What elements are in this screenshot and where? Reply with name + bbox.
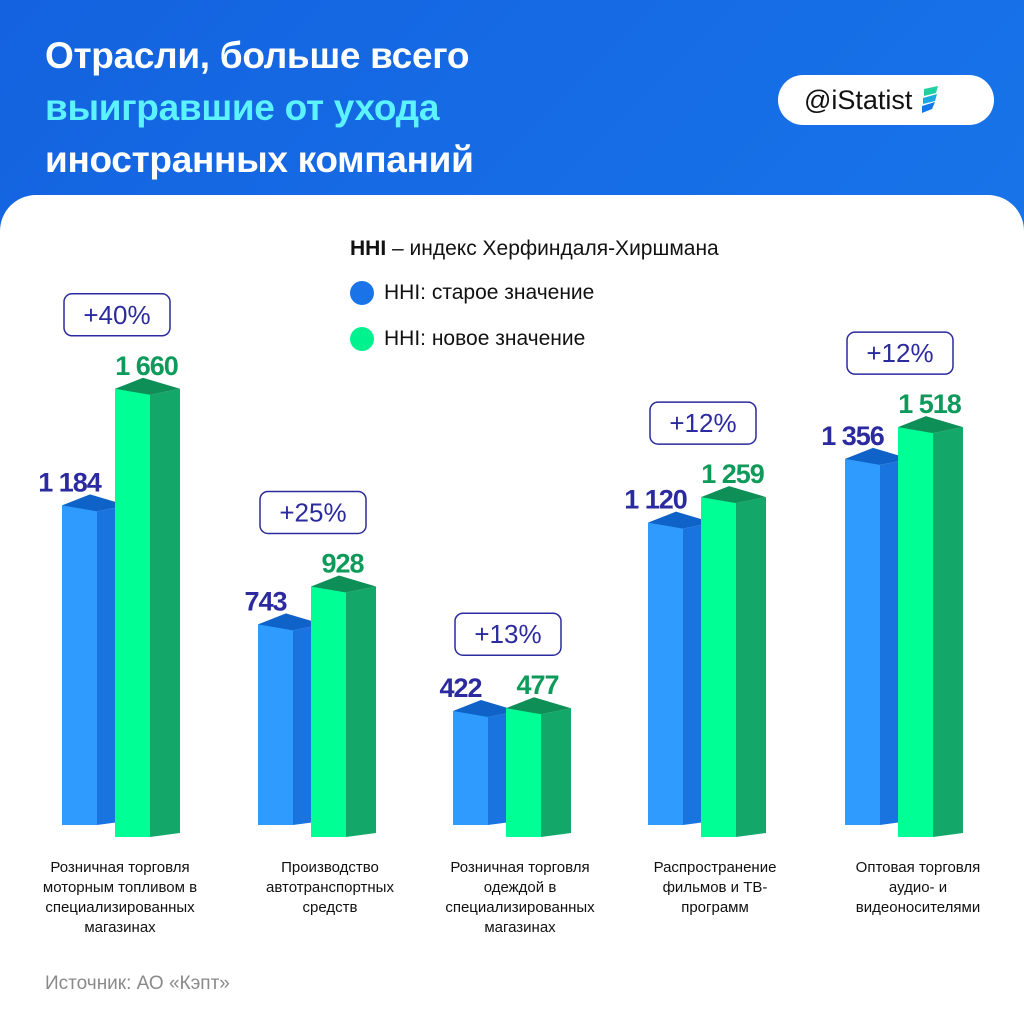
bar-group: 1 184 1 660 +40% [38,293,180,837]
change-label: +40% [83,300,150,330]
value-label: 743 [244,586,287,616]
change-label: +25% [279,497,346,527]
value-label: 477 [516,670,558,700]
value-label: 928 [321,548,364,578]
change-badge [846,331,954,375]
bar-top [845,447,910,465]
bar-front [506,708,541,837]
legend-item-old: HHI: старое значение [350,278,719,308]
bar-front [453,711,488,825]
feather-logo-icon [922,86,939,113]
title-line-3: иностранных компаний [45,139,474,180]
bar-top [648,511,713,529]
change-badge [649,401,757,445]
bar-top [898,416,963,434]
bar-group: 1 356 1 518 +12% [821,331,963,837]
legend-label-old: HHI: старое значение [384,281,595,304]
bar-front [701,497,736,837]
bar-top [115,377,180,395]
bar-top [258,613,323,631]
bar-top [453,700,518,718]
bar-top [62,494,127,512]
bar-top [311,575,376,593]
value-label: 1 184 [38,467,102,497]
legend-definition-text: – индекс Херфиндаля-Хиршмана [386,237,719,260]
bar-front [648,522,683,825]
legend-abbr: HHI [350,237,387,260]
value-label: 422 [439,673,481,703]
change-badge [63,293,171,337]
bar-front [845,458,880,825]
value-label: 1 356 [821,421,885,451]
bar-front [115,388,150,837]
page-title: Отрасли, больше всего выигравшие от уход… [45,30,474,186]
bar-new [898,416,963,837]
bar-side [736,497,766,837]
bar-new [311,575,376,837]
change-badge [259,490,367,535]
category-label: Распространение фильмов и ТВ-программ [653,859,777,916]
bar-front [258,624,293,825]
bar-front [62,505,97,825]
category-label: Розничная торговля моторным топливом в с… [42,859,198,936]
category-label: Розничная торговля одеждой в специализир… [445,859,595,936]
legend-label-new: HHI: новое значение [384,327,586,350]
legend-definition: HHI – индекс Херфиндаля-Хиршмана [350,234,719,264]
istatist-logo: @iStatist [778,75,994,125]
bar-group: 743 928 +25% [244,490,376,837]
bar-new [115,377,180,837]
bar-side [541,708,571,837]
change-label: +12% [866,338,933,368]
bar-new [701,486,766,837]
legend-item-new: HHI: новое значение [350,324,719,354]
logo-text: @iStatist [804,84,913,115]
bar-top [506,697,571,715]
change-badge [454,612,562,656]
legend: HHI – индекс Херфиндаля-Хиршмана HHI: ст… [350,234,719,354]
value-label: 1 518 [898,389,962,419]
legend-dot-old [350,281,374,305]
bar-group: 1 120 1 259 +12% [624,401,766,837]
bar-side [346,586,376,837]
change-label: +13% [474,619,541,649]
category-label: Производство автотранспортных средств [266,859,394,916]
bar-side [150,388,180,837]
bar-front [311,586,346,837]
bar-side [933,427,963,837]
bar-group: 422 477 +13% [439,612,571,837]
bar-top [701,486,766,504]
value-label: 1 259 [701,459,765,489]
source-note: Источник: АО «Кэпт» [45,973,230,994]
category-label: Оптовая торговля аудио- и видеоносителям… [855,859,981,916]
bar-front [898,427,933,837]
legend-dot-new [350,327,374,351]
value-label: 1 120 [624,485,687,515]
bar-new [506,697,571,837]
value-label: 1 660 [115,351,178,381]
title-line-1: Отрасли, больше всего [45,35,470,76]
change-label: +12% [669,408,736,438]
title-line-2: выигравшие от ухода [45,87,440,128]
